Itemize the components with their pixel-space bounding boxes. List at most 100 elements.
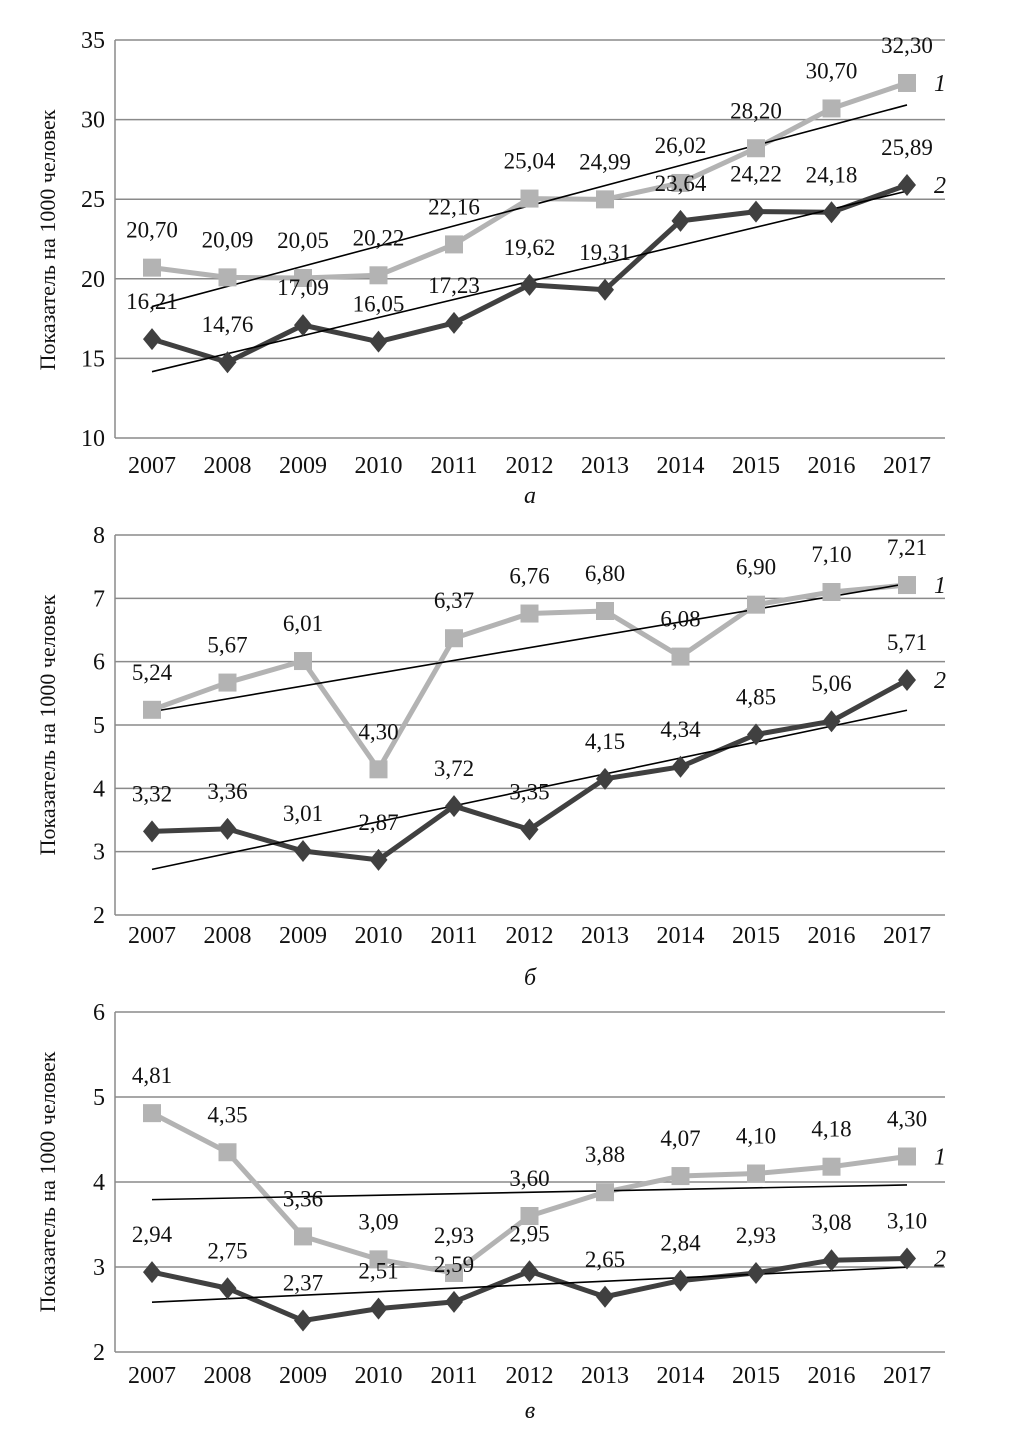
data-label: 5,67 — [207, 633, 247, 658]
x-tick-label: 2009 — [279, 1363, 327, 1389]
series-2-trendline — [151, 1266, 908, 1303]
series-1-point — [143, 1104, 161, 1123]
x-tick-label: 2011 — [430, 1363, 477, 1389]
series-2-point — [898, 174, 916, 197]
chart-в: 2 3 4 5 6 2007 2008 2009 2010 2011 2012 2013 2014 201… — [35, 1000, 946, 1424]
data-label: 26,02 — [655, 133, 707, 158]
data-label: 24,18 — [806, 162, 858, 187]
data-label: 20,09 — [202, 227, 254, 252]
y-tick-label: 25 — [81, 187, 105, 213]
series-2-point — [596, 278, 614, 301]
data-label: 20,22 — [353, 225, 405, 250]
x-tick-label: 2011 — [430, 923, 477, 949]
data-label: 30,70 — [806, 58, 858, 83]
x-tick-label: 2010 — [355, 1363, 403, 1389]
x-tick-label: 2013 — [581, 453, 629, 479]
series-label: 1 — [934, 573, 946, 599]
data-label: 2,65 — [585, 1247, 625, 1272]
data-label: 5,24 — [132, 660, 173, 685]
y-tick-label: 3 — [93, 1255, 105, 1281]
y-tick-label: 15 — [81, 346, 105, 372]
series-2-point — [747, 723, 765, 746]
chart-caption: а — [524, 483, 536, 509]
y-axis-label: Показатель на 1000 человек — [35, 1051, 60, 1312]
data-label: 2,37 — [283, 1271, 323, 1296]
y-tick-label: 6 — [93, 1000, 105, 1026]
data-label: 2,75 — [207, 1238, 247, 1263]
data-label: 3,10 — [887, 1209, 927, 1234]
series-1-point — [671, 1167, 690, 1186]
data-label: 2,93 — [736, 1223, 776, 1248]
x-tick-label: 2007 — [128, 923, 176, 949]
series-1-point — [445, 1263, 463, 1282]
data-label: 20,70 — [126, 218, 178, 243]
series-label: 2 — [934, 1247, 946, 1273]
series-1-point — [218, 1143, 237, 1162]
series-1-point — [218, 673, 237, 692]
y-tick-label: 4 — [93, 776, 105, 802]
series-2-point — [294, 314, 312, 337]
data-label: 6,76 — [509, 564, 549, 589]
data-label: 4,15 — [585, 729, 625, 754]
data-label: 7,10 — [811, 542, 851, 567]
chart-caption: б — [524, 965, 537, 991]
y-axis-label: Показатель на 1000 человек — [35, 109, 60, 370]
data-label: 4,81 — [132, 1063, 172, 1088]
series-1-point — [596, 602, 614, 620]
series-2-point — [898, 1247, 916, 1270]
data-label: 25,89 — [881, 135, 933, 160]
series-2-point — [747, 200, 765, 223]
series-2-point — [218, 351, 237, 374]
data-label: 19,31 — [579, 240, 631, 265]
y-tick-label: 5 — [93, 713, 105, 739]
data-label: 24,99 — [579, 149, 631, 174]
y-tick-label: 8 — [93, 523, 105, 549]
y-tick-label: 5 — [93, 1085, 105, 1111]
series-2-point — [143, 328, 161, 351]
series-2-point — [369, 1297, 388, 1320]
series-2-point — [822, 710, 841, 733]
data-label: 3,09 — [358, 1209, 398, 1234]
x-tick-label: 2017 — [883, 453, 931, 479]
data-label: 4,18 — [811, 1117, 851, 1142]
data-label: 19,62 — [504, 235, 556, 260]
x-tick-label: 2009 — [279, 453, 327, 479]
series-1-point — [369, 1250, 388, 1269]
x-tick-label: 2013 — [581, 923, 629, 949]
series-2-point — [369, 330, 388, 353]
series-1-point — [747, 139, 765, 158]
data-label: 4,34 — [660, 717, 701, 742]
data-label: 22,16 — [428, 194, 480, 219]
x-tick-label: 2015 — [732, 453, 780, 479]
data-label: 32,30 — [881, 33, 933, 58]
series-2-line — [151, 182, 908, 365]
x-tick-label: 2016 — [808, 453, 856, 479]
chart-б: 2 3 4 5 6 7 8 2007 2008 2009 2010 2011 2012 2013 2014 2… — [35, 523, 946, 991]
data-label: 16,05 — [353, 292, 405, 317]
series-2-point — [369, 848, 388, 871]
data-label: 4,35 — [207, 1102, 247, 1127]
series-1-point — [520, 1207, 539, 1225]
series-2-point — [822, 1249, 841, 1272]
x-tick-label: 2017 — [883, 1363, 931, 1389]
x-tick-label: 2010 — [355, 923, 403, 949]
x-tick-label: 2013 — [581, 1363, 629, 1389]
data-label: 3,88 — [585, 1142, 625, 1167]
data-label: 2,95 — [509, 1221, 549, 1246]
series-1-point — [822, 99, 841, 118]
series-2-point — [596, 1285, 614, 1308]
x-tick-label: 2007 — [128, 453, 176, 479]
series-1-point — [747, 595, 765, 614]
x-tick-label: 2008 — [204, 453, 252, 479]
series-2-point — [520, 818, 539, 841]
data-label: 3,01 — [283, 801, 323, 826]
data-label: 24,22 — [730, 162, 782, 187]
data-label: 4,10 — [736, 1124, 776, 1149]
y-tick-label: 20 — [81, 267, 105, 293]
series-label: 2 — [934, 173, 946, 199]
data-label: 3,35 — [509, 780, 549, 805]
data-label: 23,64 — [655, 171, 707, 196]
data-label: 14,76 — [202, 312, 254, 337]
series-1-point — [596, 190, 614, 209]
x-tick-label: 2011 — [430, 453, 477, 479]
